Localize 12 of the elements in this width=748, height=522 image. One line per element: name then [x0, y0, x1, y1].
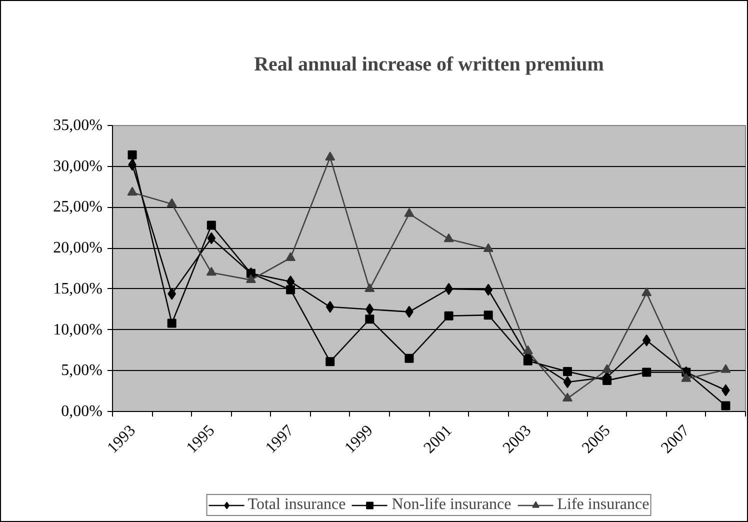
y-tick-label: 15,00% — [53, 280, 102, 298]
y-tick-label: 20,00% — [53, 240, 102, 257]
y-tick-label: 0,00% — [61, 403, 102, 420]
y-tick-label: 25,00% — [53, 198, 102, 216]
y-tick-label: 10,00% — [53, 321, 102, 338]
y-tick-label: 30,00% — [53, 158, 102, 175]
y-tick-label: 35,00% — [53, 117, 102, 134]
legend-label: Total insurance — [248, 496, 346, 514]
legend-label: Life insurance — [557, 496, 650, 514]
y-tick-label: 5,00% — [61, 362, 102, 380]
chart-title: Real annual increase of written premium — [254, 54, 604, 76]
legend-label: Non-life insurance — [392, 496, 512, 514]
